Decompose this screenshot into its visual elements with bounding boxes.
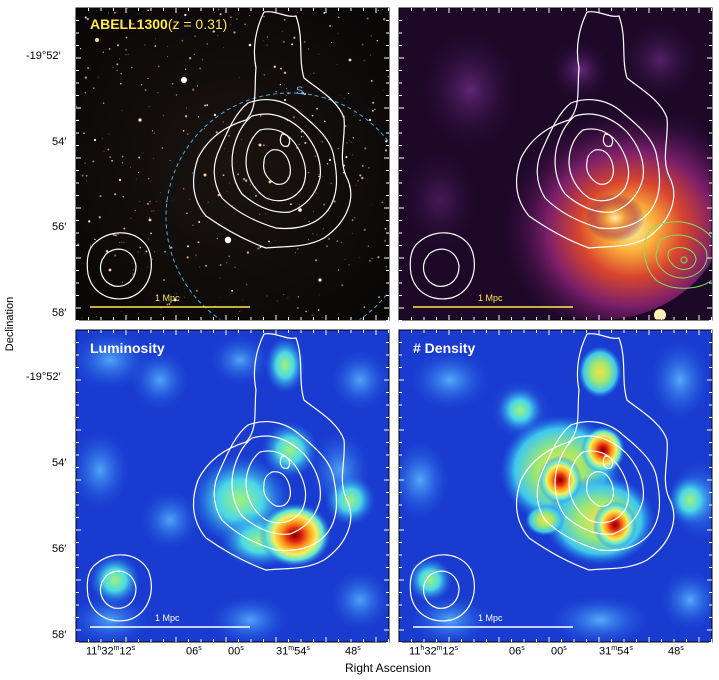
ytick-bot-1: -19°52′ [26,371,61,383]
xtick-7: 06s [509,645,525,658]
density-title: # Density [413,340,476,356]
ytick-top-4: 58′ [52,307,67,319]
xtick-8: 00s [551,645,567,658]
scale-label-luminosity: 1 Mpc [155,613,180,623]
x-axis-label: Right Ascension [345,661,432,675]
ytick-bot-4: 58′ [52,629,67,641]
scale-label-xray: 1 Mpc [478,293,503,303]
ytick-top-1: -19°52′ [26,50,61,62]
dashed-circle [165,92,389,320]
ytick-bot-3: 56′ [52,543,67,555]
optical-panel: S [76,8,389,320]
optical-title-name: ABELL1300 [90,16,168,32]
ytick-bot-2: 54′ [52,457,67,469]
luminosity-panel [76,330,389,642]
optical-title: ABELL1300(z = 0.31) [90,16,227,32]
xtick-10: 48s [668,645,684,658]
xtick-2: 06s [186,645,202,658]
density-panel [399,330,712,642]
xtick-1: 11h32m12s [86,645,136,658]
optical-title-redshift: (z = 0.31) [167,16,228,32]
scale-label-density: 1 Mpc [478,613,503,623]
scale-label-optical: 1 Mpc [155,293,180,303]
ytick-top-2: 54′ [52,136,67,148]
xray-panel [399,8,712,320]
y-axis-label: Declination [4,296,16,352]
xtick-4: 31m54s [276,645,310,658]
marker-s: S [296,85,303,97]
xtick-3: 00s [228,645,244,658]
xtick-5: 48s [345,645,361,658]
green-contours [643,221,712,289]
xtick-6: 11h32m12s [409,645,459,658]
xtick-9: 31m54s [599,645,633,658]
ytick-top-3: 56′ [52,221,67,233]
luminosity-title: Luminosity [90,340,165,356]
